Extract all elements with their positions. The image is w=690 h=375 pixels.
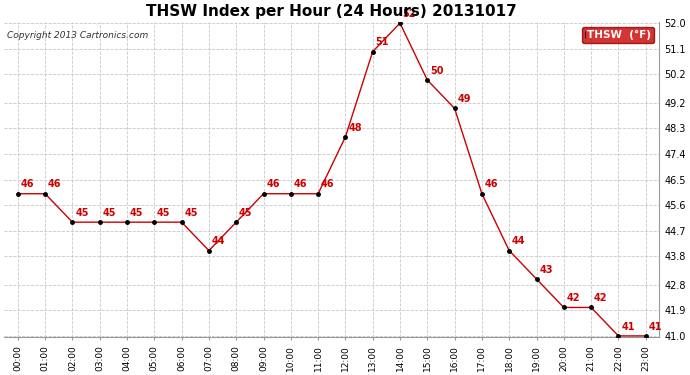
Text: 45: 45 xyxy=(239,208,253,218)
Text: 44: 44 xyxy=(212,236,225,246)
Text: 46: 46 xyxy=(321,180,335,189)
Text: 46: 46 xyxy=(21,180,34,189)
Legend: THSW  (°F): THSW (°F) xyxy=(582,27,654,43)
Text: 46: 46 xyxy=(266,180,279,189)
Text: 45: 45 xyxy=(184,208,198,218)
Text: 45: 45 xyxy=(130,208,144,218)
Text: 50: 50 xyxy=(430,66,444,76)
Text: 46: 46 xyxy=(48,180,61,189)
Text: 41: 41 xyxy=(649,322,662,332)
Text: 46: 46 xyxy=(293,180,307,189)
Text: 49: 49 xyxy=(457,94,471,104)
Text: 52: 52 xyxy=(403,9,416,19)
Text: Copyright 2013 Cartronics.com: Copyright 2013 Cartronics.com xyxy=(8,31,148,40)
Text: 45: 45 xyxy=(102,208,116,218)
Text: 45: 45 xyxy=(75,208,88,218)
Text: 41: 41 xyxy=(621,322,635,332)
Text: 44: 44 xyxy=(512,236,525,246)
Text: 46: 46 xyxy=(484,180,498,189)
Text: 51: 51 xyxy=(375,37,389,47)
Title: THSW Index per Hour (24 Hours) 20131017: THSW Index per Hour (24 Hours) 20131017 xyxy=(146,4,517,19)
Text: 45: 45 xyxy=(157,208,170,218)
Text: 42: 42 xyxy=(594,293,607,303)
Text: 48: 48 xyxy=(348,123,362,133)
Text: 42: 42 xyxy=(566,293,580,303)
Text: 43: 43 xyxy=(539,265,553,275)
